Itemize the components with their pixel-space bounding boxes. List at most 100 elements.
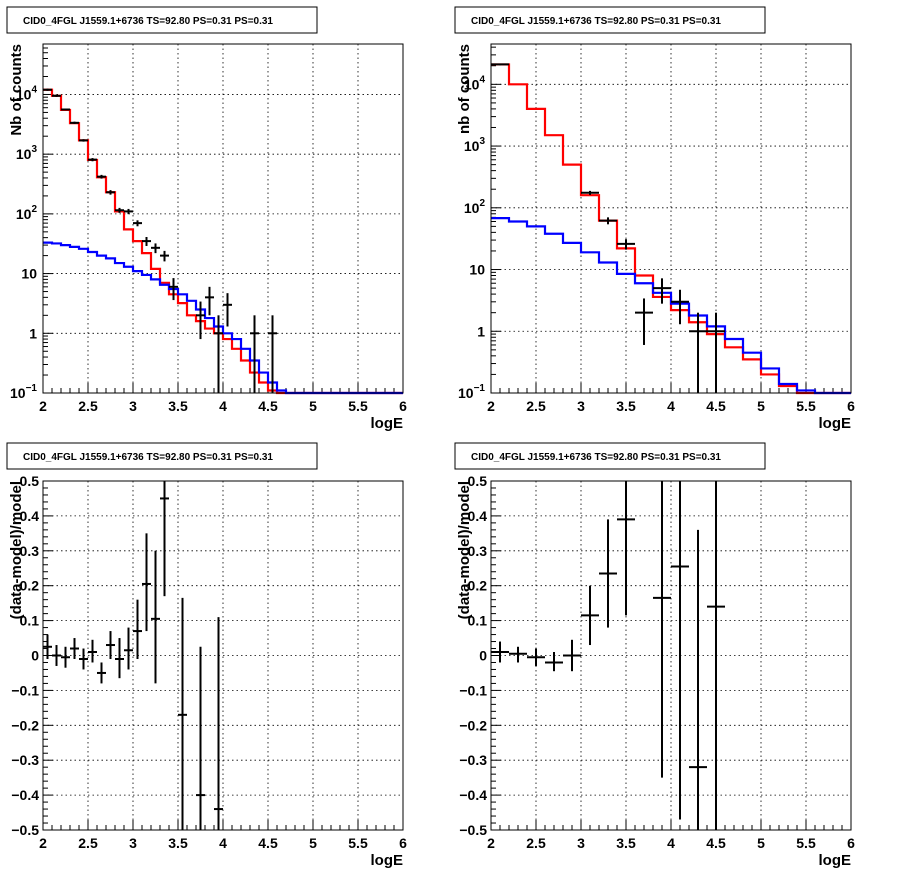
y-tick-label: 104 bbox=[464, 74, 486, 92]
y-tick-label: −0.4 bbox=[459, 787, 487, 803]
x-axis-title: logE bbox=[371, 852, 404, 869]
x-tick-label: 5.5 bbox=[348, 398, 368, 414]
chart-title: CID0_4FGL J1559.1+6736 TS=92.80 PS=0.31 … bbox=[471, 452, 721, 463]
data-point bbox=[250, 315, 259, 393]
y-tick-base: 10 bbox=[464, 138, 480, 154]
chart-title: CID0_4FGL J1559.1+6736 TS=92.80 PS=0.31 … bbox=[471, 16, 721, 27]
x-tick-label: 4 bbox=[219, 398, 227, 414]
y-tick-label: 0.4 bbox=[468, 508, 488, 524]
x-tick-label: 6 bbox=[399, 398, 407, 414]
y-axis-title: (data-model)/model bbox=[8, 481, 25, 619]
y-tick-label: −0.3 bbox=[459, 752, 487, 768]
x-tick-label: 3 bbox=[577, 835, 585, 851]
x-tick-label: 3.5 bbox=[616, 398, 636, 414]
x-tick-label: 2.5 bbox=[526, 398, 546, 414]
plot-frame bbox=[490, 480, 852, 831]
data-point bbox=[79, 648, 88, 670]
x-tick-label: 3 bbox=[577, 398, 585, 414]
data-point bbox=[97, 662, 106, 684]
y-tick-exponent: 4 bbox=[479, 74, 485, 85]
x-tick-label: 6 bbox=[847, 835, 855, 851]
data-point bbox=[268, 315, 277, 393]
plot-frame bbox=[42, 480, 404, 831]
data-point bbox=[599, 519, 617, 628]
y-tick-label: 104 bbox=[16, 84, 38, 102]
x-tick-label: 3.5 bbox=[168, 835, 188, 851]
data-point bbox=[151, 243, 160, 254]
x-tick-label: 2 bbox=[39, 835, 47, 851]
x-tick-label: 4.5 bbox=[258, 398, 278, 414]
data-point bbox=[160, 250, 169, 262]
data-point bbox=[142, 533, 151, 632]
y-tick-exponent: −1 bbox=[474, 383, 486, 394]
data-point bbox=[509, 646, 527, 663]
data-point bbox=[707, 481, 725, 830]
chart-title-box: CID0_4FGL J1559.1+6736 TS=92.80 PS=0.31 … bbox=[454, 442, 766, 470]
chart-panel-tl: CID0_4FGL J1559.1+6736 TS=92.80 PS=0.31 … bbox=[6, 6, 407, 432]
title-box-frame bbox=[454, 442, 766, 470]
y-tick-label: 0 bbox=[479, 648, 487, 664]
y-tick-label: −0.5 bbox=[11, 822, 39, 838]
data-point bbox=[43, 634, 52, 659]
data-point bbox=[617, 239, 635, 250]
chart-title-box: CID0_4FGL J1559.1+6736 TS=92.80 PS=0.31 … bbox=[6, 6, 318, 34]
y-tick-exponent: −1 bbox=[26, 383, 38, 394]
data-point bbox=[52, 645, 61, 666]
y-tick-label: 103 bbox=[464, 136, 486, 154]
data-point bbox=[617, 481, 635, 616]
chart-panel-bl: CID0_4FGL J1559.1+6736 TS=92.80 PS=0.31 … bbox=[6, 442, 407, 869]
data-point bbox=[205, 286, 214, 316]
data-point bbox=[689, 312, 707, 393]
x-axis-title: logE bbox=[819, 852, 852, 869]
chart-panel-br: CID0_4FGL J1559.1+6736 TS=92.80 PS=0.31 … bbox=[454, 442, 855, 869]
y-tick-label: −0.3 bbox=[11, 752, 39, 768]
y-tick-label: 102 bbox=[16, 204, 38, 222]
data-point bbox=[599, 217, 617, 225]
data-point bbox=[527, 648, 545, 666]
x-tick-label: 4 bbox=[667, 835, 675, 851]
y-tick-exponent: 2 bbox=[479, 198, 485, 209]
data-point bbox=[689, 529, 707, 830]
x-tick-label: 2 bbox=[487, 398, 495, 414]
data-point bbox=[635, 298, 653, 345]
y-tick-label: 0.2 bbox=[20, 578, 40, 594]
data-point bbox=[97, 174, 106, 179]
y-tick-label: 10 bbox=[469, 262, 485, 278]
chart-title: CID0_4FGL J1559.1+6736 TS=92.80 PS=0.31 … bbox=[23, 452, 273, 463]
data-point bbox=[671, 481, 689, 820]
y-tick-exponent: 4 bbox=[31, 84, 37, 95]
y-tick-label: 0.2 bbox=[468, 578, 488, 594]
y-tick-base: 10 bbox=[458, 385, 474, 401]
data-point bbox=[142, 236, 151, 246]
data-point bbox=[106, 631, 115, 659]
x-axis-title: logE bbox=[819, 415, 852, 432]
data-point bbox=[61, 108, 70, 111]
data-point bbox=[70, 121, 79, 125]
y-tick-label: 10 bbox=[21, 266, 37, 282]
data-point bbox=[70, 638, 79, 659]
data-point bbox=[115, 638, 124, 679]
y-tick-label: −0.4 bbox=[11, 787, 39, 803]
y-tick-label: −0.1 bbox=[459, 682, 487, 698]
data-point bbox=[178, 597, 187, 830]
data-point bbox=[88, 158, 97, 162]
title-box-frame bbox=[6, 442, 318, 470]
x-axis-title: logE bbox=[371, 415, 404, 432]
data-point bbox=[491, 641, 509, 663]
y-axis-title: nb of counts bbox=[456, 44, 473, 134]
x-tick-label: 5.5 bbox=[796, 835, 816, 851]
chart-title: CID0_4FGL J1559.1+6736 TS=92.80 PS=0.31 … bbox=[23, 16, 273, 27]
x-tick-label: 4.5 bbox=[706, 398, 726, 414]
data-point bbox=[491, 63, 509, 66]
x-tick-label: 4 bbox=[219, 835, 227, 851]
data-point bbox=[124, 627, 133, 670]
data-point bbox=[653, 278, 671, 304]
y-tick-base: 10 bbox=[464, 200, 480, 216]
y-tick-label: −0.2 bbox=[11, 717, 39, 733]
x-tick-label: 6 bbox=[847, 398, 855, 414]
y-tick-label: 102 bbox=[464, 198, 486, 216]
x-tick-label: 2.5 bbox=[526, 835, 546, 851]
data-point bbox=[214, 315, 223, 393]
x-tick-label: 4.5 bbox=[258, 835, 278, 851]
